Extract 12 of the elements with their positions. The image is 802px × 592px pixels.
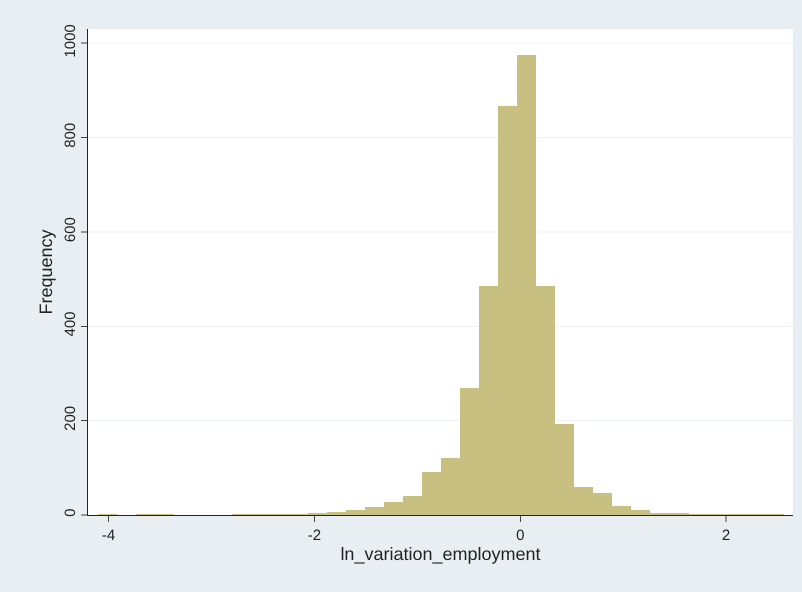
- y-tick-label: 600: [62, 217, 79, 242]
- y-tick-label: 1000: [62, 24, 79, 58]
- x-tick-label: -4: [102, 527, 116, 544]
- x-axis-title: ln_variation_employment: [340, 544, 541, 564]
- y-tick-label: 400: [62, 311, 79, 337]
- y-tick-label: 800: [62, 122, 79, 148]
- x-tick-label: 0: [516, 527, 524, 544]
- y-tick-label: 0: [62, 508, 79, 517]
- x-tick-label: -2: [308, 527, 322, 544]
- y-tick-label: 200: [62, 406, 79, 431]
- y-axis-title: Frequency: [36, 229, 56, 315]
- x-tick-label: 2: [722, 527, 730, 544]
